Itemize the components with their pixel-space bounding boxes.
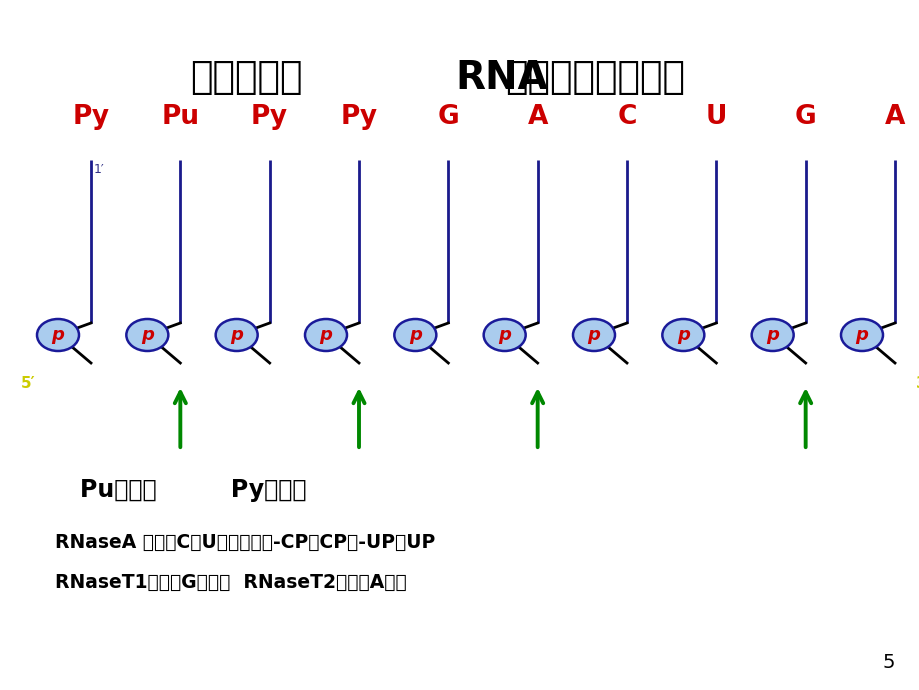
Text: 3′: 3′ [914,375,919,391]
Text: p: p [319,326,332,344]
Text: 的水解位点示意图: 的水解位点示意图 [505,60,685,96]
Ellipse shape [573,319,614,351]
Ellipse shape [483,319,525,351]
Text: A: A [527,104,547,130]
Text: p: p [51,326,64,344]
Text: 5′: 5′ [20,375,35,391]
Text: G: G [437,104,459,130]
Text: p: p [766,326,778,344]
Text: U: U [705,104,726,130]
Text: p: p [676,326,689,344]
Text: RNaseA 作用于C和U位点，产生-CP或CP；-UP或UP: RNaseA 作用于C和U位点，产生-CP或CP；-UP或UP [55,533,435,551]
Text: Py: Py [73,104,109,130]
Ellipse shape [662,319,704,351]
Text: C: C [617,104,636,130]
Text: G: G [794,104,816,130]
Text: Py: Py [340,104,377,130]
Text: p: p [498,326,511,344]
Ellipse shape [751,319,793,351]
Text: p: p [408,326,421,344]
Ellipse shape [305,319,346,351]
Ellipse shape [840,319,882,351]
Ellipse shape [215,319,257,351]
Text: p: p [587,326,600,344]
Text: Py: Py [251,104,288,130]
Text: p: p [141,326,153,344]
Text: 内切核酶对: 内切核酶对 [190,60,302,96]
Ellipse shape [126,319,168,351]
Text: p: p [855,326,868,344]
Ellipse shape [394,319,436,351]
Text: RNA: RNA [455,59,547,97]
Text: RNaseT1作用于G位点；  RNaseT2作用于A位点: RNaseT1作用于G位点； RNaseT2作用于A位点 [55,573,406,591]
Text: A: A [884,104,904,130]
Text: p: p [230,326,243,344]
Text: Pu：嘌呤         Py：嘧啶: Pu：嘌呤 Py：嘧啶 [80,478,306,502]
Text: Pu: Pu [161,104,199,130]
Text: 1′: 1′ [94,163,105,176]
Text: 5: 5 [881,653,894,672]
Ellipse shape [37,319,79,351]
